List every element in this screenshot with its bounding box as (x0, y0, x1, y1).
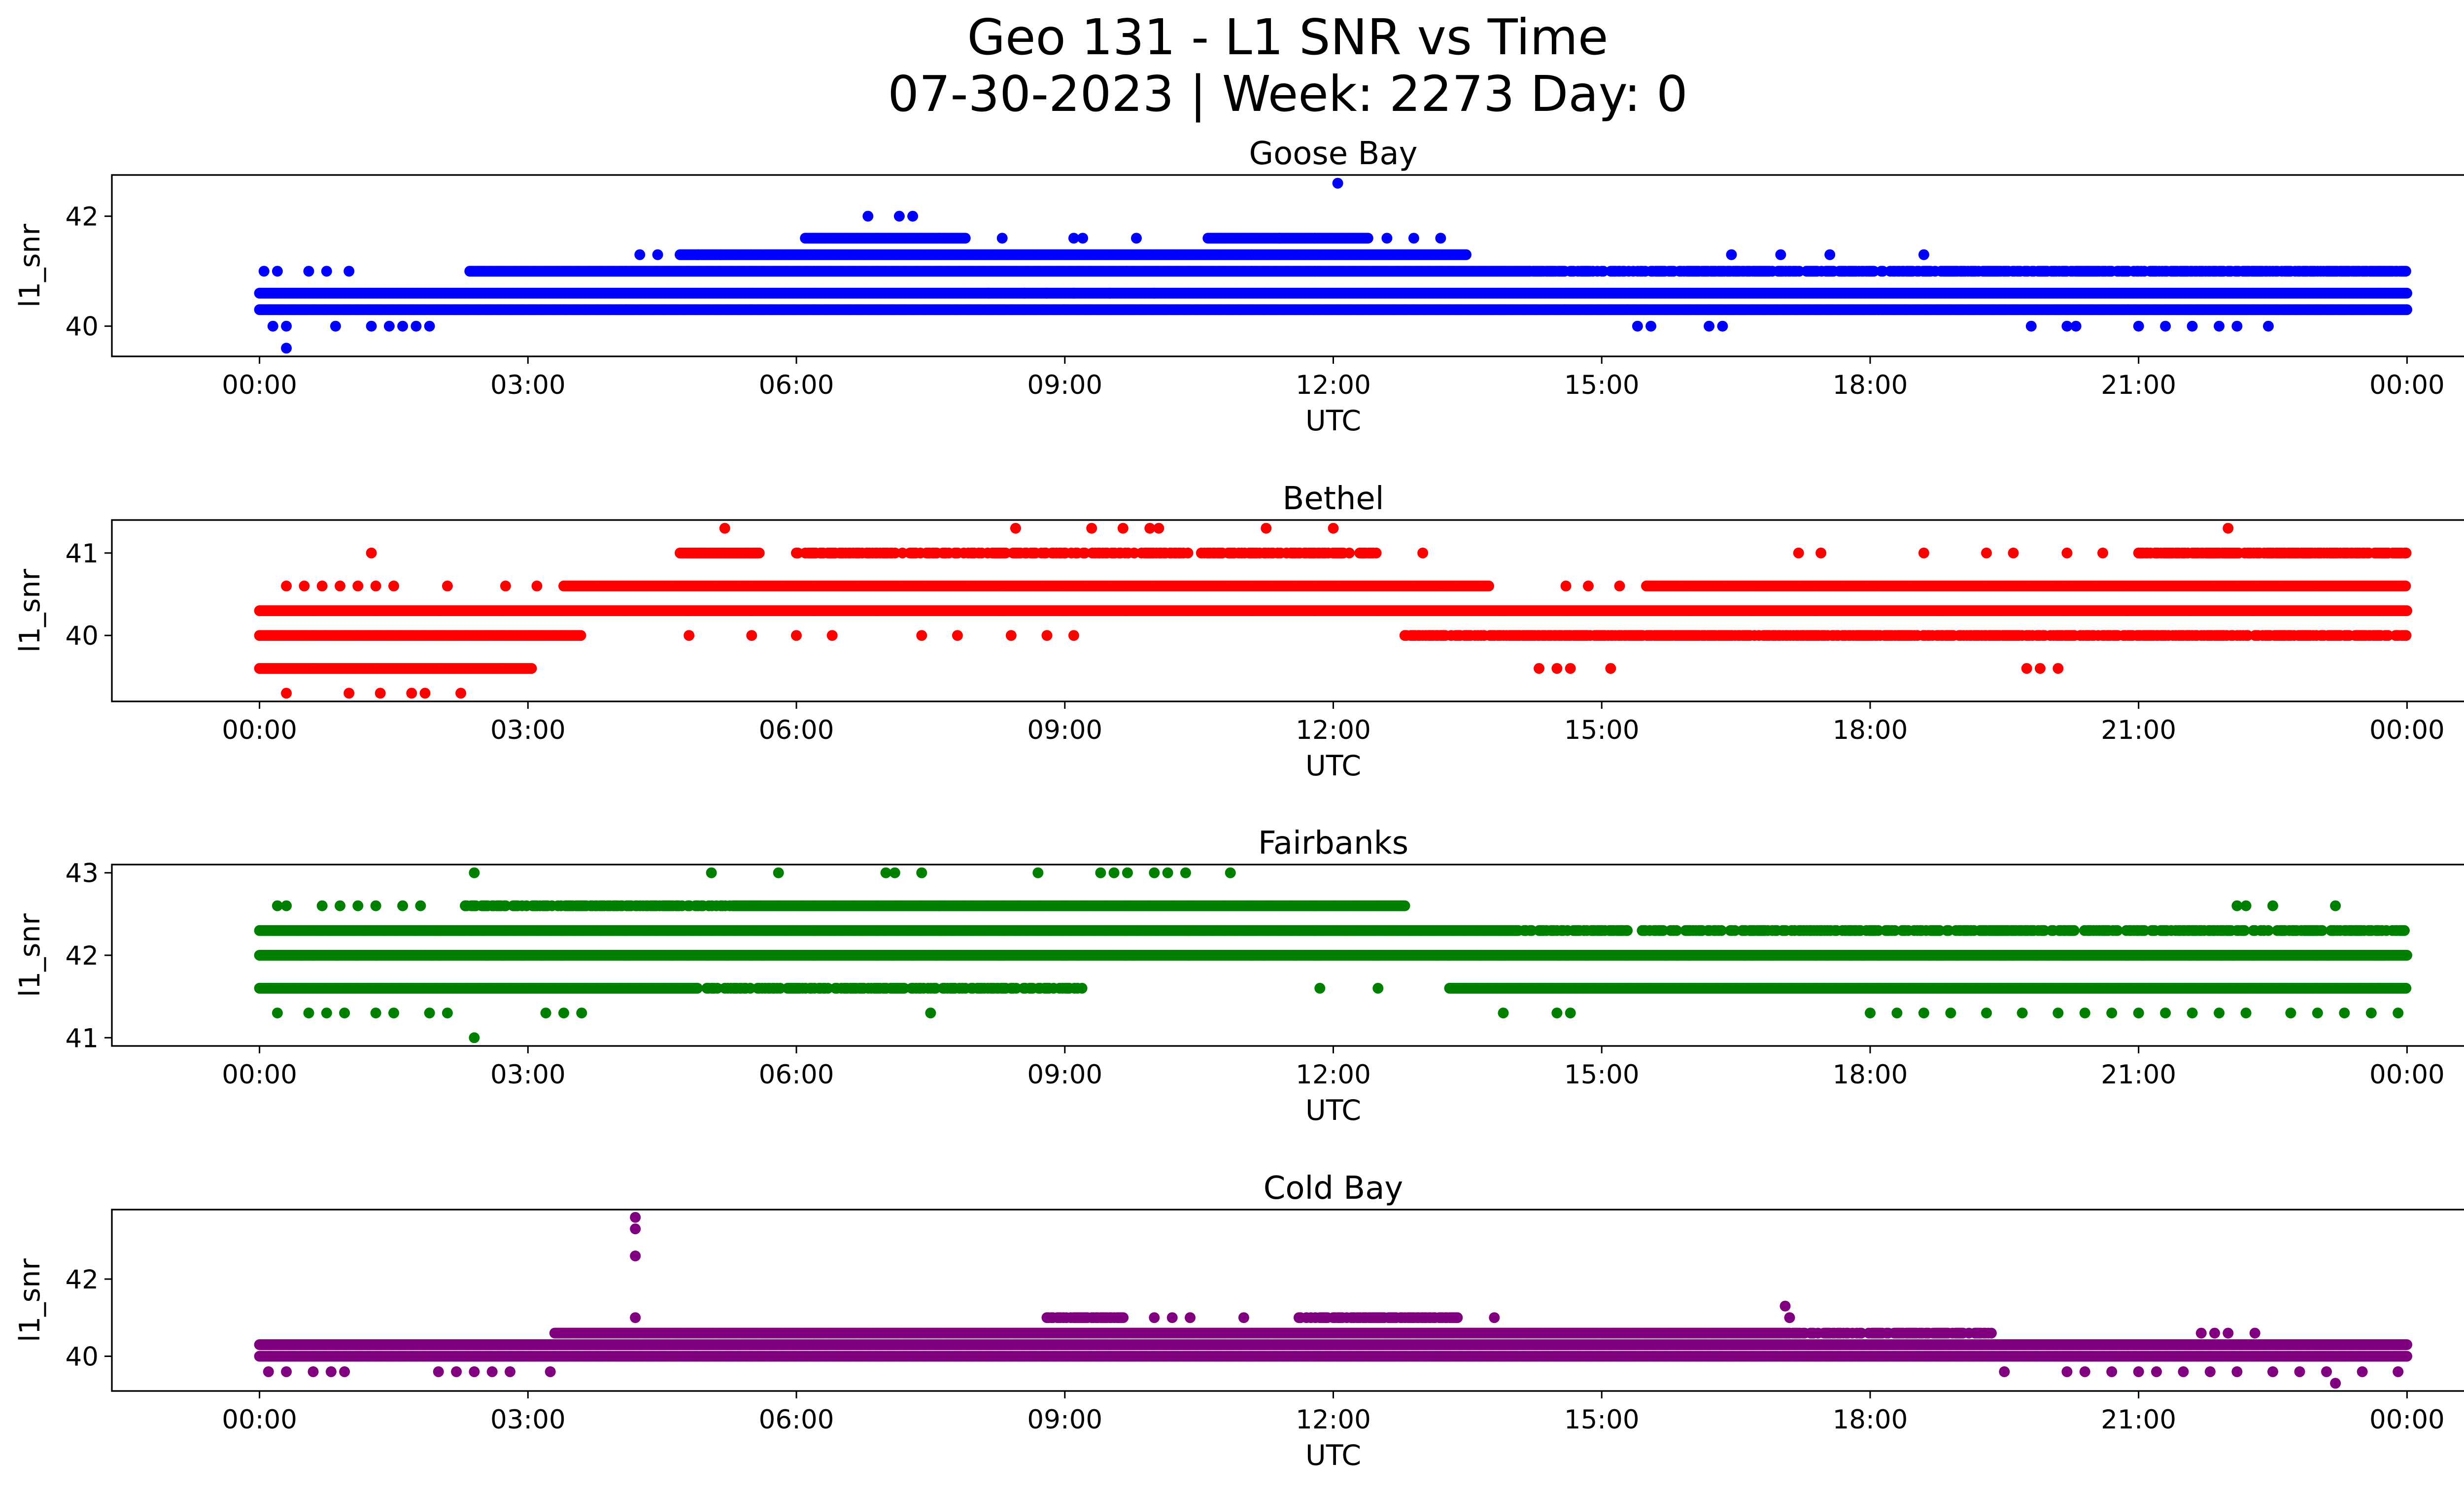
data-point (281, 343, 292, 354)
data-point (893, 210, 905, 222)
data-point (2401, 304, 2412, 315)
data-point (2187, 320, 2198, 332)
data-point (1877, 266, 1888, 277)
subplot-title: Goose Bay (1249, 136, 1418, 172)
x-tick-label: 06:00 (759, 370, 834, 400)
data-point (1598, 266, 1609, 277)
data-point (1068, 287, 1079, 299)
data-point (652, 249, 663, 260)
data-point (1274, 233, 1285, 244)
subplot-title: Bethel (1282, 481, 1384, 517)
data-point (907, 210, 919, 222)
data-point (2133, 320, 2144, 332)
data-point (1408, 233, 1419, 244)
x-tick-label: 21:00 (2101, 370, 2176, 400)
data-point (424, 320, 435, 332)
data-point (383, 320, 395, 332)
x-axis-label: UTC (1305, 405, 1361, 437)
data-point (272, 266, 283, 277)
data-point (1645, 320, 1657, 332)
data-point (1077, 233, 1089, 244)
data-point (1332, 177, 1343, 189)
data-point (2070, 320, 2082, 332)
data-point (1149, 287, 1160, 299)
data-point (692, 249, 704, 260)
x-tick-label: 03:00 (490, 370, 566, 400)
data-point (2025, 320, 2037, 332)
data-point (267, 320, 278, 332)
subplot-goose-bay: Goose Bay 00:00 03:00 06:00 09:00 12:00 15:00 1… (14, 136, 2464, 437)
data-point (1704, 320, 1715, 332)
data-point (1632, 320, 1643, 332)
data-point (1824, 249, 1836, 260)
subplot-grid: Goose Bay 00:00 03:00 06:00 09:00 12:00 15:00 1… (14, 136, 2464, 1472)
data-point (1381, 233, 1393, 244)
data-point (1461, 249, 1472, 260)
data-point (411, 320, 422, 332)
y-tick-label: 42 (66, 202, 99, 232)
data-point (1104, 287, 1115, 299)
data-point (2061, 320, 2073, 332)
y-tick-label: 40 (66, 312, 99, 342)
data-point (1435, 233, 1446, 244)
data-point (959, 233, 971, 244)
data-points (254, 177, 2412, 354)
axes-frame (111, 174, 2464, 357)
data-point (1362, 233, 1373, 244)
data-point (2214, 320, 2225, 332)
x-tick-label: 09:00 (1027, 370, 1102, 400)
data-point (397, 320, 409, 332)
data-point (1131, 233, 1142, 244)
data-point (2400, 266, 2411, 277)
data-point (321, 266, 332, 277)
figure-subtitle: 07-30-2023 | Week: 2273 Day: 0 (888, 65, 1687, 123)
data-point (862, 210, 874, 222)
data-point (1868, 266, 1880, 277)
data-point (2160, 320, 2171, 332)
y-axis-label: l1_snr (14, 224, 46, 308)
data-point (303, 266, 314, 277)
data-point (366, 320, 377, 332)
data-point (1918, 249, 1929, 260)
data-point (634, 249, 646, 260)
data-point (1793, 266, 1805, 277)
data-point (2231, 320, 2243, 332)
data-point (330, 320, 341, 332)
x-tick-label: 12:00 (1296, 370, 1371, 400)
data-point (715, 249, 726, 260)
data-point (281, 320, 292, 332)
data-point (343, 266, 355, 277)
data-point (996, 233, 1008, 244)
data-point (1775, 249, 1786, 260)
data-point (2401, 287, 2412, 299)
data-point (983, 287, 994, 299)
data-point (2263, 320, 2274, 332)
data-points (254, 522, 2412, 699)
x-tick-label: 00:00 (2369, 370, 2445, 400)
data-point (1726, 249, 1737, 260)
data-point (1717, 320, 1728, 332)
data-point (1041, 287, 1053, 299)
figure-title: Geo 131 - L1 SNR vs Time (967, 8, 1608, 66)
x-tick-label: 00:00 (222, 370, 297, 400)
data-point (1019, 287, 1030, 299)
x-tick-label: 15:00 (1564, 370, 1640, 400)
data-point (1068, 233, 1079, 244)
x-tick-label: 18:00 (1833, 370, 1908, 400)
data-point (258, 266, 270, 277)
